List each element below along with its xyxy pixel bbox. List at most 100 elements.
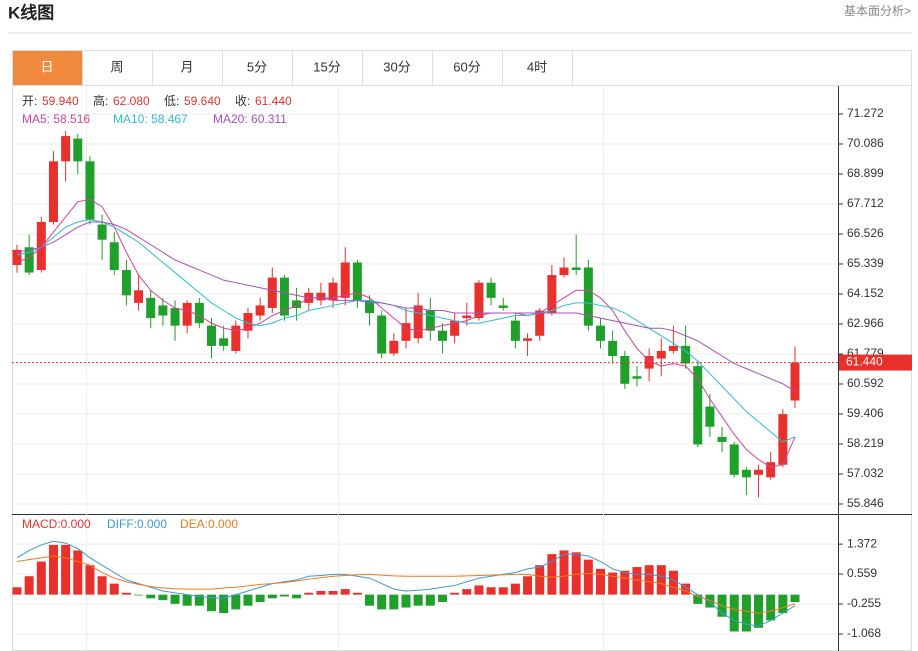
candle-body — [778, 414, 788, 465]
candle-body — [182, 302, 192, 326]
legend-entry: MA10: 58.467 — [113, 112, 188, 126]
candle-body — [559, 267, 569, 276]
macd-bar — [523, 576, 533, 595]
macd-bar — [231, 594, 241, 610]
candle-body — [255, 305, 265, 316]
y-tick-label: -0.255 — [847, 596, 881, 610]
ma-line — [16, 221, 796, 392]
candle-body — [267, 277, 277, 308]
macd-bar — [754, 594, 764, 628]
macd-bar — [608, 572, 618, 595]
macd-bar — [486, 587, 496, 595]
macd-bar — [85, 565, 95, 595]
tab-label[interactable]: 日 — [40, 59, 53, 74]
candle-body — [608, 340, 618, 356]
ma-line — [16, 198, 796, 468]
macd-bar — [328, 590, 338, 595]
chart-frame — [12, 50, 912, 651]
macd-bar — [316, 590, 326, 595]
macd-bar — [413, 594, 423, 606]
info-label: 开: — [22, 94, 37, 108]
macd-bar — [741, 594, 751, 632]
macd-bar — [668, 570, 678, 595]
y-tick-label: 60.592 — [847, 376, 884, 390]
price-tag-label: 61.440 — [846, 355, 883, 369]
legend-entry: MA20: 60.311 — [213, 112, 287, 126]
tab-label[interactable]: 月 — [180, 59, 193, 74]
candle-body — [754, 469, 764, 475]
candle-body — [450, 320, 460, 336]
tab[interactable] — [152, 50, 223, 86]
candle-body — [97, 224, 107, 240]
tab[interactable] — [222, 50, 293, 86]
candle-body — [498, 305, 508, 308]
candle-body — [48, 161, 58, 223]
macd-bar — [571, 552, 581, 595]
candle-body — [413, 305, 423, 339]
tab-label[interactable]: 60分 — [453, 59, 480, 74]
link[interactable]: 基本面分析> — [844, 4, 911, 18]
tab[interactable] — [502, 50, 573, 86]
candle-body — [121, 270, 131, 296]
macd-bar — [24, 576, 34, 595]
tab[interactable] — [12, 50, 83, 86]
candle-body — [243, 313, 253, 331]
legend-entry: DEA:0.000 — [180, 517, 238, 531]
candle-body — [462, 315, 472, 319]
candle-body — [705, 406, 715, 427]
macd-bar — [121, 592, 131, 595]
candle-body — [36, 222, 46, 271]
candle-body — [194, 302, 204, 324]
macd-bar — [644, 565, 654, 595]
tab[interactable] — [292, 50, 363, 86]
macd-bar — [36, 561, 46, 595]
macd-bar — [462, 589, 472, 595]
y-tick-label: 68.899 — [847, 166, 884, 180]
tab-label[interactable]: 30分 — [383, 59, 410, 74]
candle-body — [693, 366, 703, 445]
tab-label[interactable]: 4时 — [527, 59, 547, 74]
candle-body — [717, 436, 727, 442]
y-tick-label: 1.372 — [847, 536, 877, 550]
candle-body — [352, 262, 362, 301]
tab[interactable] — [82, 50, 153, 86]
tab-label[interactable]: 周 — [110, 59, 123, 74]
candle-body — [583, 267, 593, 326]
candle-body — [790, 362, 800, 401]
candle-body — [134, 290, 144, 303]
tab[interactable] — [362, 50, 433, 86]
candle-body — [231, 325, 241, 351]
candle-body — [656, 350, 666, 359]
macd-bar — [97, 576, 107, 595]
macd-bar — [510, 583, 520, 595]
macd-bar — [109, 583, 119, 595]
v-grid — [86, 86, 604, 651]
macd-bar — [790, 594, 800, 603]
macd-bar — [705, 594, 715, 608]
macd-bar — [279, 594, 289, 597]
macd-bar — [632, 567, 642, 595]
macd-bar — [48, 544, 58, 595]
candle-body — [73, 138, 83, 162]
candle-body — [170, 307, 180, 326]
candle-body — [425, 310, 435, 331]
y-tick-label: 65.339 — [847, 256, 884, 270]
macd-bar — [693, 594, 703, 604]
macd-bar — [61, 544, 71, 595]
macd-bar — [73, 550, 83, 595]
tab-label[interactable]: 15分 — [313, 59, 340, 74]
macd-bar — [340, 589, 350, 595]
info-value: 59.640 — [184, 94, 221, 108]
info-value: 59.940 — [42, 94, 79, 108]
macd-bar — [182, 594, 192, 606]
tab-label[interactable]: 5分 — [247, 59, 267, 74]
candle-body — [207, 325, 216, 346]
candle-body — [389, 340, 399, 354]
macd-bar — [535, 565, 545, 595]
candle-body — [328, 282, 338, 301]
candle-body — [85, 161, 95, 220]
candle-body — [219, 338, 229, 346]
candle-body — [681, 345, 691, 364]
y-tick-label: 58.219 — [847, 436, 884, 450]
